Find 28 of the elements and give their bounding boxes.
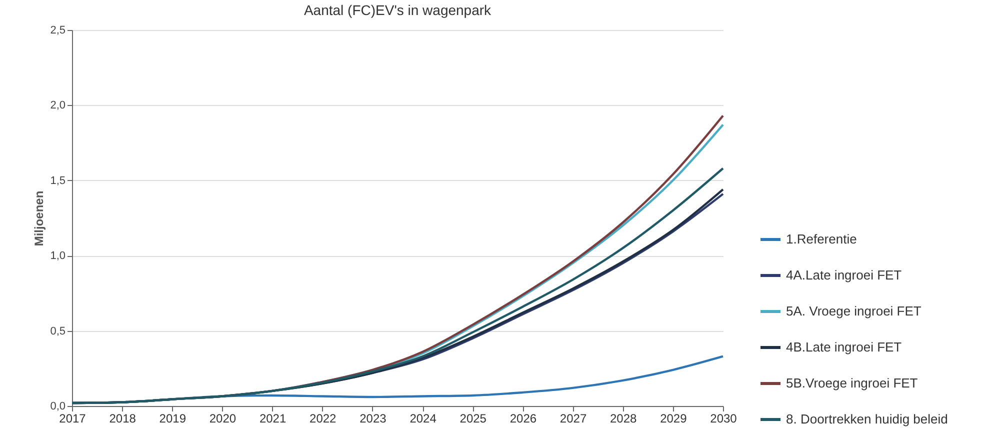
x-tick-label: 2028 xyxy=(610,412,638,426)
x-tick-label: 2025 xyxy=(460,412,487,426)
x-tick-label: 2019 xyxy=(159,412,186,426)
x-tick-label: 2021 xyxy=(259,412,286,426)
y-tick-label: 0,5 xyxy=(50,325,66,338)
x-tick-label: 2017 xyxy=(59,412,86,426)
x-tick-label: 2024 xyxy=(410,412,437,426)
legend-label: 4B.Late ingroei FET xyxy=(786,340,902,354)
y-tick-label: 0,0 xyxy=(50,400,66,412)
y-tick-label: 2,5 xyxy=(50,24,66,36)
x-tick-label: 2029 xyxy=(660,412,688,426)
legend-label: 8. Doortrekken huidig beleid xyxy=(786,412,948,426)
x-tick-label: 2030 xyxy=(710,412,738,426)
legend-label: 4A.Late ingroei FET xyxy=(786,268,902,282)
x-tick-label: 2023 xyxy=(360,412,387,426)
x-tick-label: 2020 xyxy=(209,412,236,426)
legend-label: 5B.Vroege ingroei FET xyxy=(786,376,918,390)
chart-title: Aantal (FC)EV's in wagenpark xyxy=(304,2,492,18)
y-tick-label: 1,5 xyxy=(50,174,66,187)
x-tick-label: 2026 xyxy=(510,412,537,426)
x-tick-label: 2018 xyxy=(109,412,136,426)
y-tick-label: 2,0 xyxy=(50,100,66,112)
y-tick-label: 1,0 xyxy=(50,250,66,262)
x-tick-label: 2027 xyxy=(560,412,587,426)
legend-label: 1.Referentie xyxy=(786,232,857,246)
legend-label: 5A. Vroege ingroei FET xyxy=(786,304,922,318)
y-axis-title: Miljoenen xyxy=(32,190,46,246)
x-tick-label: 2022 xyxy=(310,412,337,426)
